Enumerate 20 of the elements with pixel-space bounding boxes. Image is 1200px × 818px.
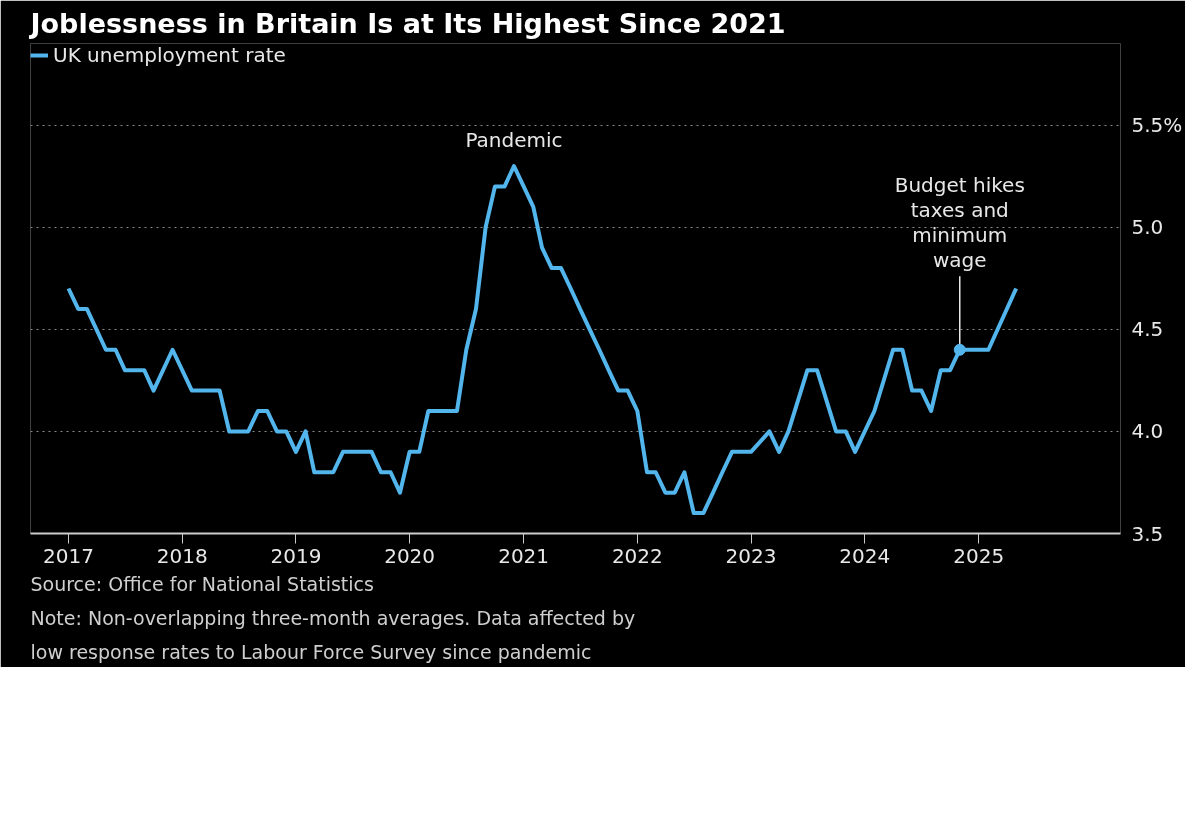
x-tick-label: 2025 [953, 543, 1005, 568]
annotation: Pandemic [465, 127, 563, 152]
legend-label: UK unemployment rate [53, 43, 286, 67]
annotation: Budget hikes taxes and minimum wage [894, 172, 1025, 273]
x-tick-label: 2017 [43, 543, 94, 568]
y-tick-label: 3.5 [1131, 521, 1164, 546]
x-tick-label: 2022 [611, 543, 663, 568]
chart-title: Joblessness in Britain Is at Its Highest Since 2021 [28, 7, 786, 39]
y-tick-label: 4.5 [1131, 317, 1164, 342]
x-tick-label: 2020 [384, 543, 436, 568]
source-note: Source: Office for National Statistics [30, 572, 374, 595]
x-tick-label: 2018 [156, 543, 208, 568]
y-tick-label: 5.0 [1131, 215, 1164, 240]
x-tick-label: 2024 [839, 543, 891, 568]
x-tick-label: 2023 [725, 543, 777, 568]
text: Note: Non-overlapping three-month averages. Data affected by low response rates to Labour Force Survey since pandemic [30, 606, 636, 663]
y-tick-label: 5.5% [1131, 113, 1183, 138]
y-tick-label: 4.0 [1131, 419, 1164, 444]
x-tick-label: 2019 [270, 543, 322, 568]
x-tick-label: 2021 [498, 543, 550, 568]
